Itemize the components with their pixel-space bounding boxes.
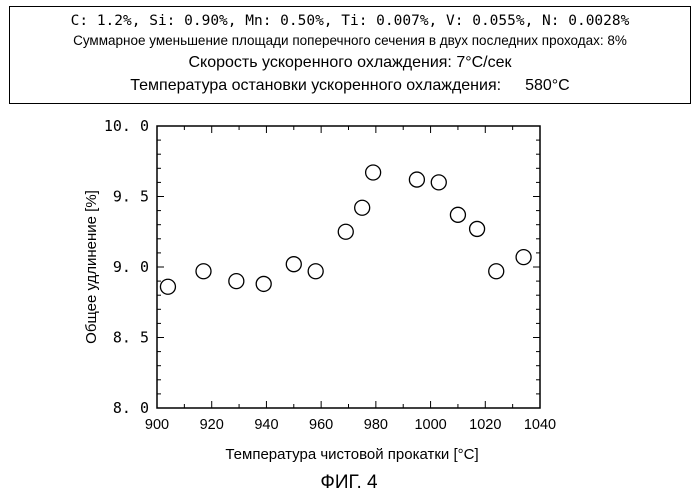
x-tick-label: 920 bbox=[200, 417, 224, 433]
y-tick-label: 8. 0 bbox=[113, 399, 149, 417]
y-axis-title: Общее удлинение [%] bbox=[83, 190, 100, 344]
axis-ticks bbox=[157, 126, 540, 408]
data-point bbox=[308, 264, 323, 279]
data-point bbox=[338, 224, 353, 239]
plot-frame bbox=[157, 126, 540, 408]
y-tick-label: 8. 5 bbox=[113, 329, 149, 347]
data-point bbox=[229, 274, 244, 289]
data-point bbox=[431, 175, 446, 190]
x-tick-label: 1000 bbox=[414, 417, 446, 433]
x-tick-label: 980 bbox=[364, 417, 388, 433]
y-tick-label: 9. 0 bbox=[113, 258, 149, 276]
data-point bbox=[196, 264, 211, 279]
data-point bbox=[355, 200, 370, 215]
data-point bbox=[366, 165, 381, 180]
data-point bbox=[409, 172, 424, 187]
y-tick-labels: 10. 0 9. 5 9. 0 8. 5 8. 0 bbox=[104, 117, 149, 417]
x-tick-label: 1020 bbox=[469, 417, 501, 433]
x-tick-labels: 900 920 940 960 980 1000 1020 1040 bbox=[145, 417, 556, 433]
data-point bbox=[160, 279, 175, 294]
data-point bbox=[256, 276, 271, 291]
x-tick-label: 960 bbox=[309, 417, 333, 433]
figure-label: ФИГ. 4 bbox=[0, 472, 698, 494]
data-point bbox=[286, 257, 301, 272]
data-point bbox=[516, 250, 531, 265]
x-tick-label: 940 bbox=[254, 417, 278, 433]
y-tick-label: 10. 0 bbox=[104, 117, 149, 135]
y-tick-label: 9. 5 bbox=[113, 188, 149, 206]
x-tick-label: 900 bbox=[145, 417, 169, 433]
data-points bbox=[160, 165, 531, 294]
data-point bbox=[450, 207, 465, 222]
data-point bbox=[470, 221, 485, 236]
x-tick-label: 1040 bbox=[524, 417, 556, 433]
x-axis-title: Температура чистовой прокатки [°C] bbox=[225, 446, 478, 463]
data-point bbox=[489, 264, 504, 279]
